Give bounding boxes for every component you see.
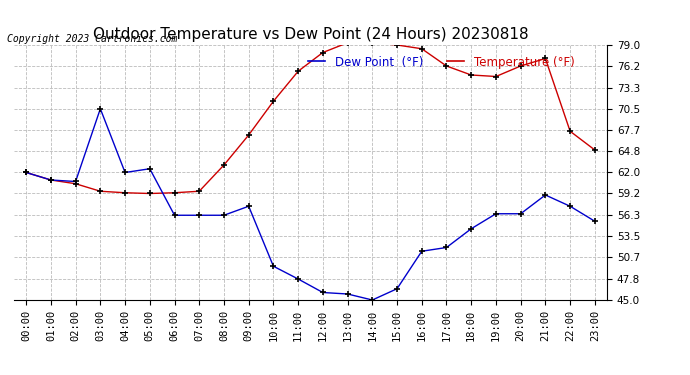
Text: Copyright 2023 Cartronics.com: Copyright 2023 Cartronics.com: [7, 34, 177, 44]
Legend: Dew Point  (°F), Temperature (°F): Dew Point (°F), Temperature (°F): [303, 51, 580, 74]
Title: Outdoor Temperature vs Dew Point (24 Hours) 20230818: Outdoor Temperature vs Dew Point (24 Hou…: [92, 27, 529, 42]
